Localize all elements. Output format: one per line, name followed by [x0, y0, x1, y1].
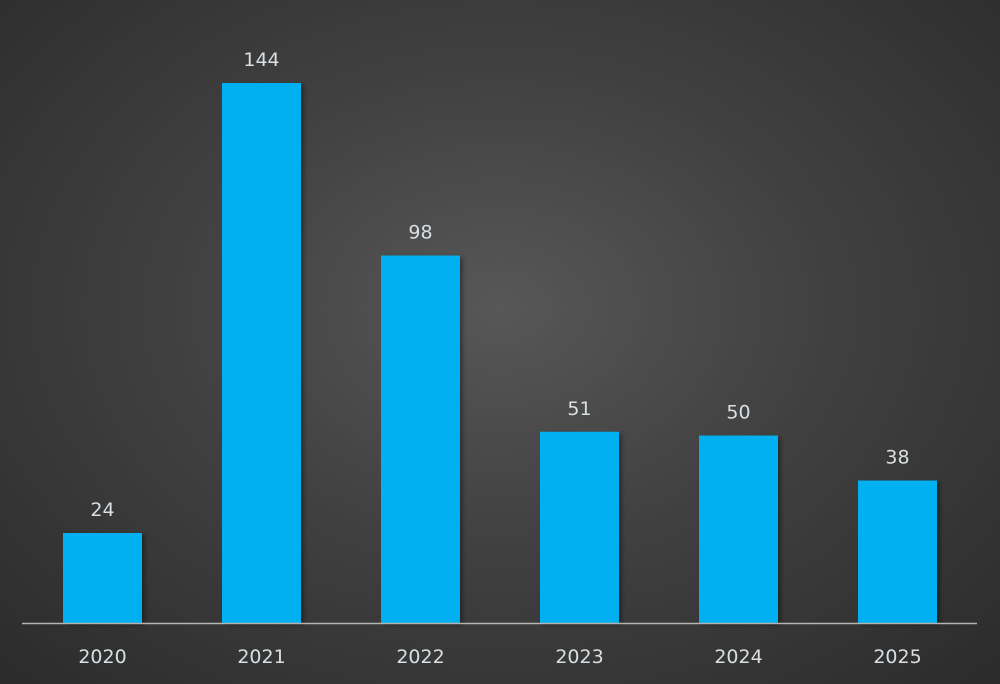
bar-2025: [858, 480, 937, 623]
x-tick-label-2025: 2025: [873, 646, 921, 668]
x-tick-label-2024: 2024: [714, 646, 762, 668]
bar-2024: [699, 435, 778, 623]
x-tick-label-2022: 2022: [396, 646, 444, 668]
x-tick-label-2023: 2023: [555, 646, 603, 668]
x-tick-label-2020: 2020: [78, 646, 126, 668]
data-label-2022: 98: [408, 222, 432, 244]
bar-2023: [540, 431, 619, 623]
data-label-2024: 50: [726, 402, 750, 424]
x-tick-label-2021: 2021: [237, 646, 285, 668]
bar-2020: [63, 533, 142, 623]
data-label-2021: 144: [243, 49, 279, 71]
bar-2021: [222, 83, 301, 623]
data-label-2023: 51: [567, 398, 591, 420]
data-label-2020: 24: [90, 499, 114, 521]
bar-2022: [381, 255, 460, 623]
data-label-2025: 38: [885, 447, 909, 469]
